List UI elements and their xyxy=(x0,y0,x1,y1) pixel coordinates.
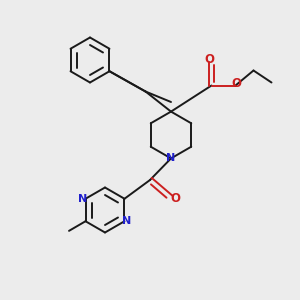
Text: N: N xyxy=(79,194,88,204)
Text: N: N xyxy=(167,153,176,164)
Text: O: O xyxy=(204,52,214,66)
Text: O: O xyxy=(231,76,241,90)
Text: O: O xyxy=(170,191,180,205)
Text: N: N xyxy=(122,216,131,226)
